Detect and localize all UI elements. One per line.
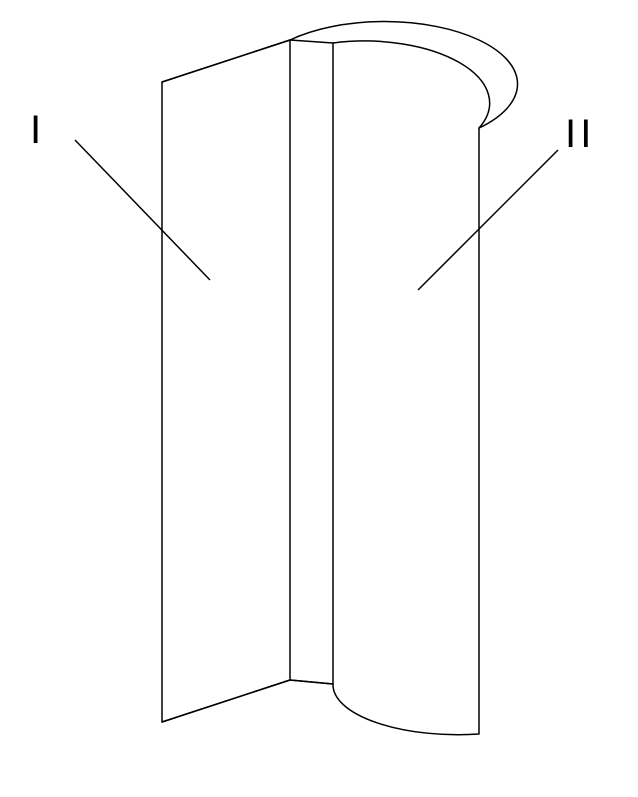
bottom-front-edge [162,680,333,722]
leader-line-right [418,150,558,290]
shape-svg [0,0,638,792]
diagram-container: Ⅰ ⅠⅠ [0,0,638,792]
label-region-2: ⅠⅠ [565,112,595,157]
side-strip [290,40,333,684]
label-region-1: Ⅰ [30,108,45,153]
top-face-outline [162,22,518,128]
curved-face [333,41,490,735]
leader-line-left [75,140,210,280]
front-face [162,40,290,722]
